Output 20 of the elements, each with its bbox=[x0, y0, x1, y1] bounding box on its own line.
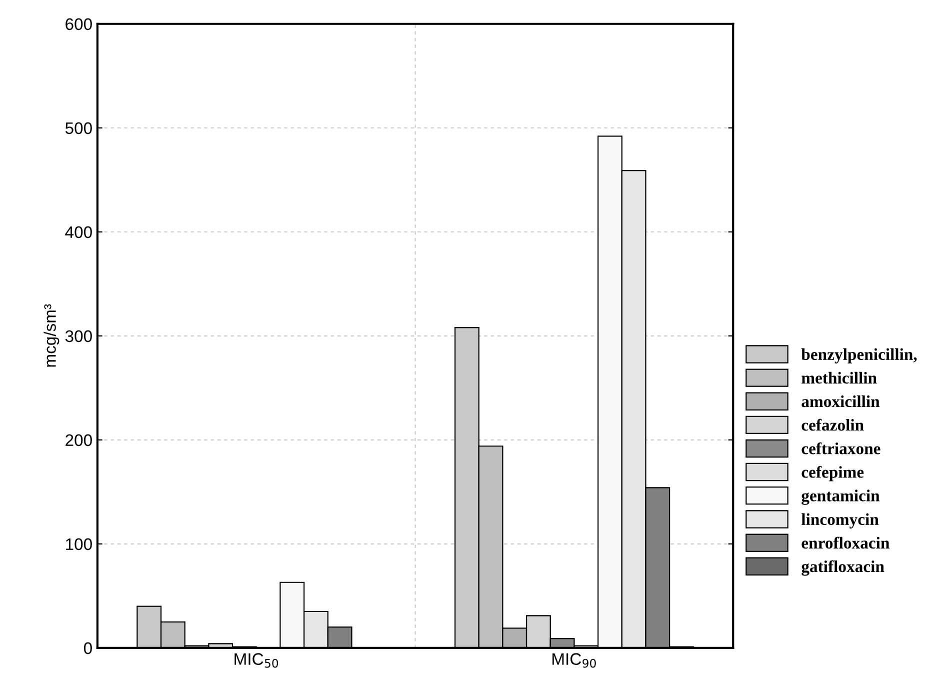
y-axis-title: mcg/sm³ bbox=[44, 304, 60, 367]
y-tick-label: 600 bbox=[66, 18, 92, 30]
legend-label: gatifloxacin bbox=[802, 560, 884, 576]
legend-label: methicillin bbox=[802, 372, 877, 384]
y-tick-label: 0 bbox=[84, 642, 92, 654]
legend-label: cefazolin bbox=[802, 418, 864, 431]
y-tick-label: 100 bbox=[66, 538, 92, 550]
legend-label: cefepime bbox=[802, 466, 864, 482]
y-tick-label: 300 bbox=[65, 330, 92, 342]
legend-label: lincomycin bbox=[801, 513, 879, 528]
legend-label: gentamicin bbox=[802, 490, 880, 505]
y-tick-label: 200 bbox=[66, 434, 92, 446]
legend-label: benzylpenicillin, bbox=[801, 348, 917, 364]
legend-label: enrofloxacin bbox=[802, 536, 890, 549]
y-tick-label: 500 bbox=[65, 122, 92, 134]
y-tick-label: 400 bbox=[65, 226, 92, 238]
x-tick-label: MIC$_{90}$ bbox=[552, 653, 596, 668]
x-tick-label: MIC$_{50}$ bbox=[234, 653, 278, 668]
legend-label: ceftriaxone bbox=[802, 442, 880, 454]
legend-label: amoxicillin bbox=[802, 395, 880, 408]
